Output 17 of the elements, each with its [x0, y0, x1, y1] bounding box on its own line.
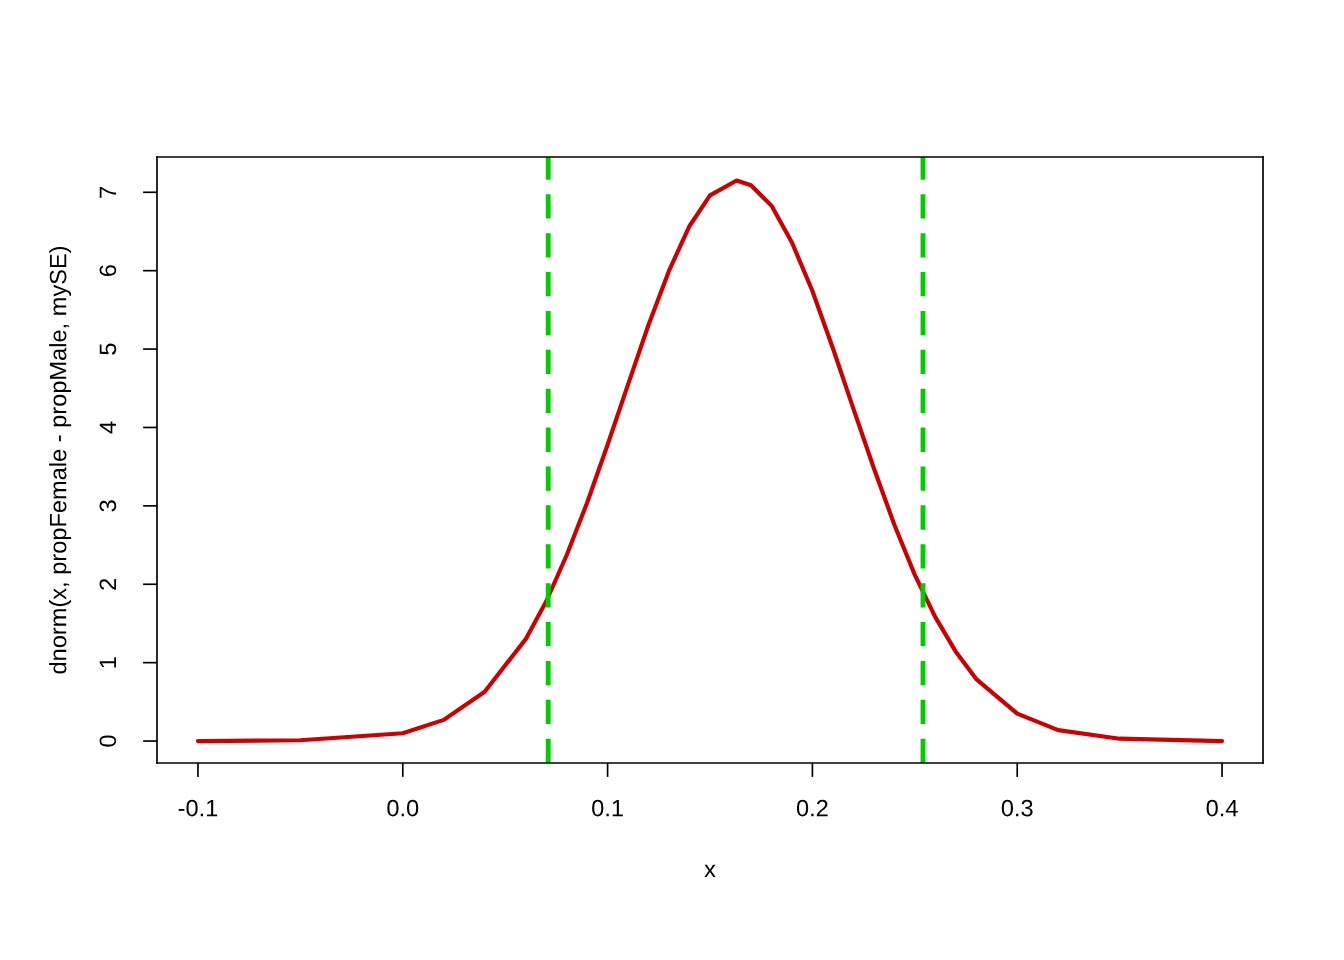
- y-tick-label: 3: [99, 500, 117, 512]
- x-tick-label: 0.3: [1001, 799, 1033, 817]
- x-tick-label: 0.2: [796, 799, 828, 817]
- y-tick-label: 6: [99, 265, 117, 277]
- y-tick-label: 0: [99, 735, 117, 747]
- x-axis-title: x: [704, 864, 716, 878]
- x-tick-label: 0.4: [1206, 799, 1238, 817]
- y-tick-label: 7: [99, 186, 116, 198]
- y-tick-label: 5: [99, 343, 117, 355]
- y-axis-title: dnorm(x, propFemale - propMale, mySE): [49, 246, 72, 674]
- y-tick-label: 1: [99, 657, 116, 668]
- y-tick-label: 4: [99, 421, 116, 434]
- x-tick-label: -0.1: [178, 799, 218, 817]
- x-tick-label: 0.1: [592, 799, 623, 817]
- x-tick-label: 0.0: [387, 799, 419, 817]
- line-series: [195, 178, 1225, 744]
- y-tick-label: 2: [99, 578, 116, 590]
